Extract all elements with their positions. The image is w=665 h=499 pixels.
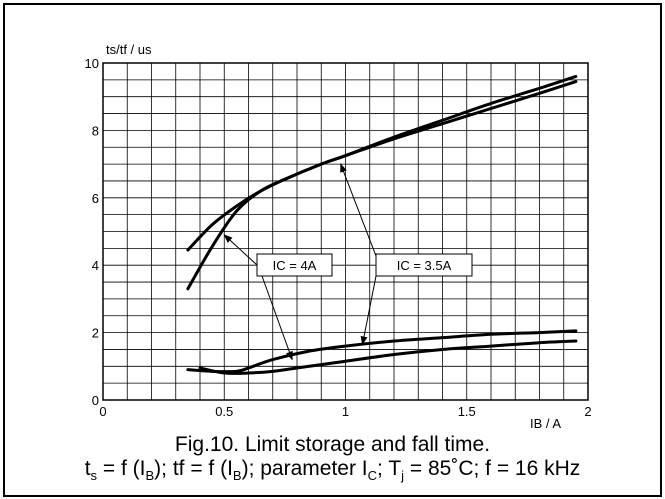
formula-subscript: j [401,468,405,484]
series-lines [186,74,578,375]
x-axis-label: IB / A [530,416,561,431]
annotations: IC = 4A IC = 3.5A [223,163,473,361]
y-tick-label: 0 [92,393,99,408]
plot-border [102,62,589,401]
formula-text: ); parameter I [241,457,368,480]
x-tick-label: 0.5 [215,404,233,419]
y-tick-label: 10 [85,56,99,71]
x-tick-label: 1 [342,404,349,419]
caption-formula: ts = f (IB); tf = f (IB); parameter IC; … [0,457,665,488]
y-tick-label: 8 [92,123,99,138]
y-tick-label: 6 [92,191,99,206]
formula-text: = f (I [97,457,146,480]
formula-text: ); tf = f (I [154,457,233,480]
series-line [186,80,578,291]
annotation-label: IC = 3.5A [397,258,452,273]
formula-subscript: s [90,468,98,484]
y-tick-label: 4 [92,258,99,273]
figure-frame [3,3,662,497]
tick-labels: 0 0.5 1 1.5 2 0 2 4 6 8 10 [85,56,592,419]
y-axis-label: ts/tf / us [106,42,152,57]
x-tick-label: 0 [99,404,106,419]
caption: Fig.10. Limit storage and fall time. ts … [0,433,665,488]
series-line [186,74,578,252]
annotation-label: IC = 4A [273,258,317,273]
series-line [186,329,578,374]
formula-text: = 85˚C; f = 16 kHz [404,457,581,480]
formula-text: ; T [377,457,402,480]
annotation-arrow [340,163,377,257]
annotation-arrow [360,275,377,346]
x-tick-label: 1.5 [458,404,476,419]
formula-subscript: C [367,468,378,484]
annotation-arrow [223,234,258,266]
grid [103,63,588,400]
formula-subscript: B [145,468,155,484]
x-tick-label: 2 [584,404,591,419]
y-tick-label: 2 [92,326,99,341]
formula-text: t [84,457,91,480]
annotation-arrow [261,275,293,361]
series-line [198,339,578,375]
annotation-box [375,253,473,277]
annotation-box [256,253,333,277]
formula-subscript: B [232,468,242,484]
caption-title: Fig.10. Limit storage and fall time. [174,433,491,456]
